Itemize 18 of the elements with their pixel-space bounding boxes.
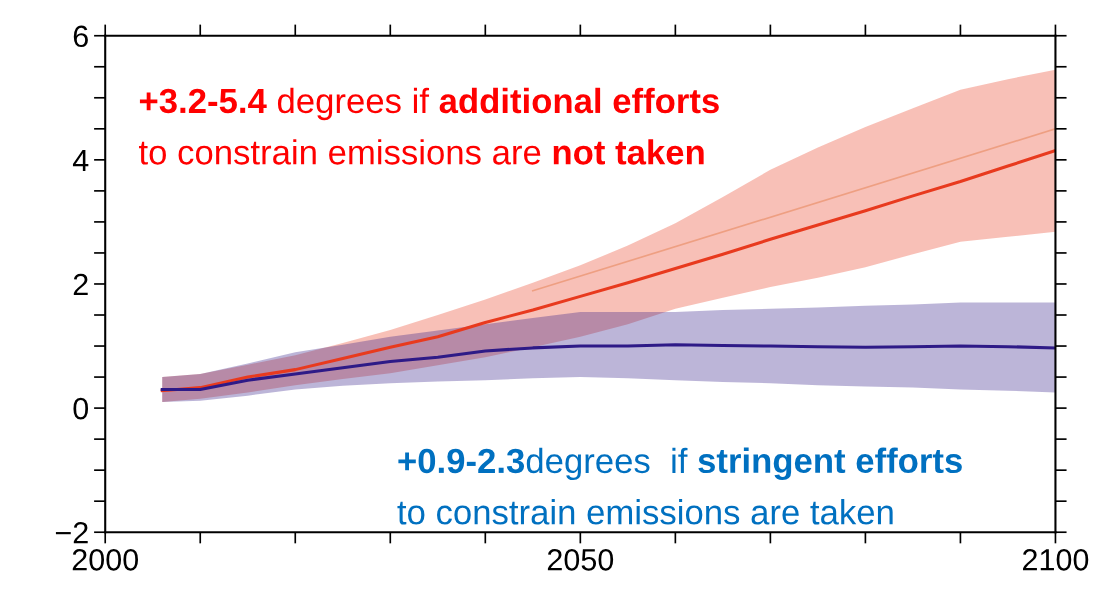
- annotation: additional efforts: [439, 87, 719, 114]
- annotation: to constrain emissions are taken: [397, 499, 893, 525]
- annotation: stringent efforts: [698, 447, 962, 481]
- y-tick-label: −2: [55, 521, 88, 544]
- y-tick-label: 0: [73, 397, 89, 420]
- x-tick-label: 2100: [1023, 549, 1089, 571]
- y-tick-label: 4: [72, 149, 89, 171]
- line-series: [160, 343, 1056, 392]
- annotation: +0.9-2.3: [398, 448, 525, 474]
- annotation: not taken: [553, 139, 704, 165]
- y-tick-label: 6: [73, 25, 88, 48]
- y-tick-label: 2: [73, 273, 88, 296]
- x-tick-label: 2050: [547, 549, 614, 571]
- annotation: degrees if: [526, 447, 688, 481]
- annotation: degrees if: [277, 87, 430, 121]
- annotation: to constrain emissions are: [139, 139, 541, 165]
- annotation: +3.2-5.4: [139, 88, 267, 114]
- x-tick-label: 2000: [72, 549, 139, 571]
